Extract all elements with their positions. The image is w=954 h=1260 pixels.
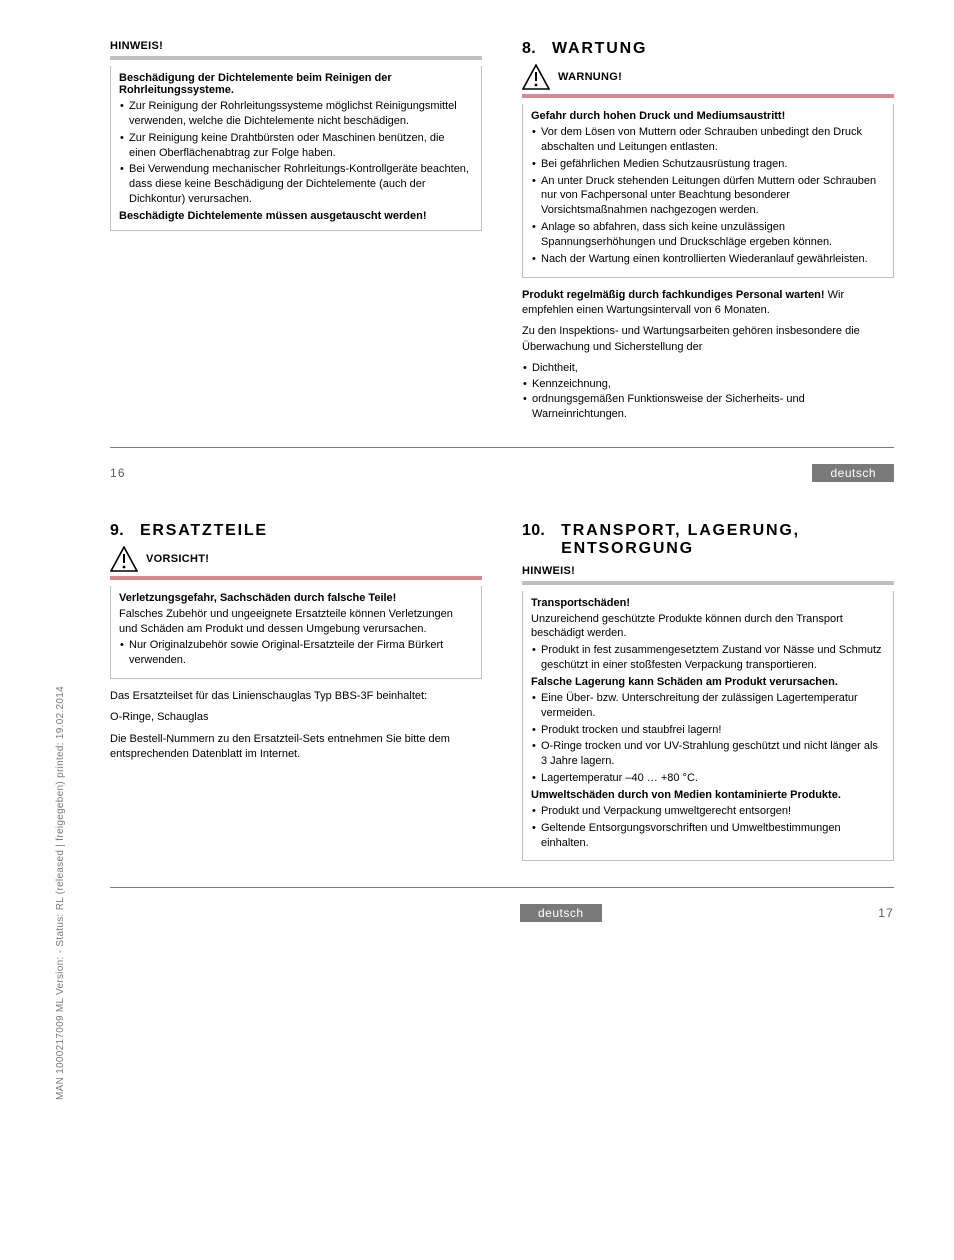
list-item: Geltende Entsorgungsvorschriften und Umw… [531,821,885,851]
hinweis-list: Zur Reinigung der Rohrleitungssysteme mö… [119,99,473,207]
lang-badge: deutsch [520,904,602,922]
hinweis-label: HINWEIS! [522,565,894,577]
hinweis-bar [110,56,482,60]
page-number: 16 [110,466,126,480]
t3-title: Umweltschäden durch von Medien kontamini… [531,789,885,801]
vorsicht-row: VORSICHT! [110,546,482,572]
hinweis-bar [522,581,894,585]
hinweis-closing: Beschädigte Dichtelemente müssen ausgeta… [119,210,473,222]
vorsicht-label: VORSICHT! [146,553,209,565]
vorsicht-bar [110,576,482,580]
section8-heading: 8. WARTUNG [522,40,894,58]
list-item: Vor dem Lösen von Muttern oder Schrauben… [531,125,885,155]
list-item: Bei gefährlichen Medien Schutzausrüstung… [531,157,885,172]
side-meta-text: MAN 1000217009 ML Version: - Status: RL … [55,686,66,1100]
body-list: Dichtheit, Kennzeichnung, ordnungsgemäße… [522,361,894,423]
list-item: Zur Reinigung keine Drahtbürsten oder Ma… [119,131,473,161]
page16-right-col: 8. WARTUNG WARNUNG! Gefahr durch hohen D… [522,40,894,431]
list-item: Bei Verwendung mechanischer Rohrleitungs… [119,162,473,207]
hinweis-box: Beschädigung der Dichtelemente beim Rein… [110,66,482,231]
page-container: MAN 1000217009 ML Version: - Status: RL … [0,0,954,962]
list-item: Produkt trocken und staubfrei lagern! [531,723,885,738]
t2-list: Eine Über- bzw. Unterschreitung der zulä… [531,691,885,786]
bold-lead: Produkt regelmäßig durch fachkundiges Pe… [522,289,828,301]
page-16-columns: HINWEIS! Beschädigung der Dichtelemente … [110,40,894,431]
list-item: Lagertemperatur –40 … +80 °C. [531,771,885,786]
warning-triangle-icon [522,64,550,90]
warnung-box: Gefahr durch hohen Druck und Mediumsaust… [522,104,894,278]
list-item: Dichtheit, [522,361,894,376]
list-item: ordnungsgemäßen Funktionsweise der Siche… [522,392,894,423]
page17-footer: deutsch 17 [110,904,894,922]
vorsicht-list: Nur Originalzubehör sowie Original-Ersat… [119,638,473,668]
warnung-row: WARNUNG! [522,64,894,90]
page17-right-col: 10. TRANSPORT, LAGERUNG, ENTSORGUNG HINW… [522,522,894,872]
t3-list: Produkt und Verpackung umweltgerecht ent… [531,804,885,851]
page16-left-col: HINWEIS! Beschädigung der Dichtelemente … [110,40,482,431]
section10-heading: 10. TRANSPORT, LAGERUNG, ENTSORGUNG [522,522,894,559]
warnung-bar [522,94,894,98]
list-item: Produkt in fest zusammengesetztem Zustan… [531,643,885,673]
vorsicht-box: Verletzungsgefahr, Sachschäden durch fal… [110,586,482,679]
list-item: Nach der Wartung einen kontrollierten Wi… [531,252,885,267]
page17-left-col: 9. ERSATZTEILE VORSICHT! Verletzungsgefa… [110,522,482,872]
body-paragraph: Produkt regelmäßig durch fachkundiges Pe… [522,288,894,319]
page-number: 17 [878,906,894,920]
section-number: 10. [522,522,545,540]
page-17-columns: 9. ERSATZTEILE VORSICHT! Verletzungsgefa… [110,522,894,872]
vorsicht-title: Verletzungsgefahr, Sachschäden durch fal… [119,592,473,604]
t1-list: Produkt in fest zusammengesetztem Zustan… [531,643,885,673]
section-title: ERSATZTEILE [140,522,268,540]
section-title: TRANSPORT, LAGERUNG, ENTSORGUNG [561,522,894,559]
list-item: Produkt und Verpackung umweltgerecht ent… [531,804,885,819]
t2-title: Falsche Lagerung kann Schäden am Produkt… [531,676,885,688]
vorsicht-lead: Falsches Zubehör und ungeeignete Ersatzt… [119,607,473,637]
body-paragraph: O-Ringe, Schauglas [110,710,482,725]
hinweis-label: HINWEIS! [110,40,482,52]
section-number: 8. [522,40,536,58]
list-item: Anlage so abfahren, dass sich keine unzu… [531,220,885,250]
section-number: 9. [110,522,124,540]
list-item: An unter Druck stehenden Leitungen dürfe… [531,174,885,219]
t1-lead: Unzureichend geschützte Produkte können … [531,612,885,642]
list-item: Kennzeichnung, [522,377,894,392]
list-item: Nur Originalzubehör sowie Original-Ersat… [119,638,473,668]
page-divider [110,887,894,888]
t1-title: Transportschäden! [531,597,885,609]
lang-badge: deutsch [812,464,894,482]
body-paragraph: Die Bestell-Nummern zu den Ersatzteil-Se… [110,732,482,763]
list-item: Zur Reinigung der Rohrleitungssysteme mö… [119,99,473,129]
page-divider [110,447,894,448]
list-item: Eine Über- bzw. Unterschreitung der zulä… [531,691,885,721]
section-title: WARTUNG [552,40,647,58]
warnung-title: Gefahr durch hohen Druck und Mediumsaust… [531,110,885,122]
body-paragraph: Zu den Inspektions- und Wartungsarbeiten… [522,324,894,355]
hinweis-title: Beschädigung der Dichtelemente beim Rein… [119,72,473,96]
page16-footer: 16 deutsch [110,464,894,482]
section9-heading: 9. ERSATZTEILE [110,522,482,540]
body-paragraph: Das Ersatzteilset für das Linienschaugla… [110,689,482,704]
warning-triangle-icon [110,546,138,572]
warnung-list: Vor dem Lösen von Muttern oder Schrauben… [531,125,885,267]
list-item: O-Ringe trocken und vor UV-Strahlung ges… [531,739,885,769]
hinweis-box: Transportschäden! Unzureichend geschützt… [522,591,894,862]
warnung-label: WARNUNG! [558,71,622,83]
